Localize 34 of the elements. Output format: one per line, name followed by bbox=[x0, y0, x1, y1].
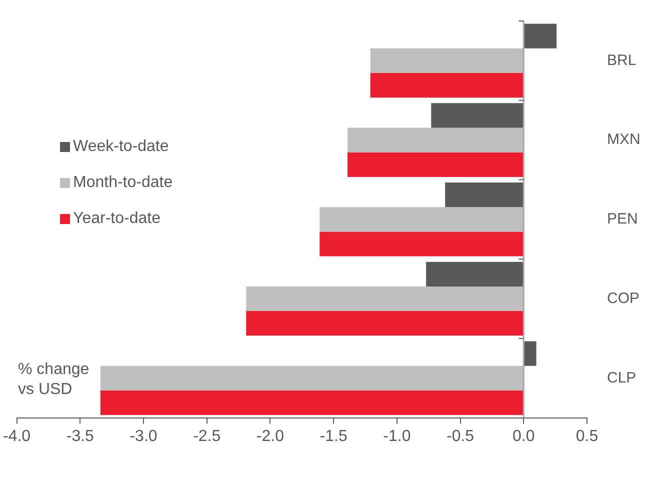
y-tick-label: COP bbox=[607, 290, 640, 307]
x-tick-label: -2.0 bbox=[256, 428, 284, 445]
x-tick-label: -1.0 bbox=[383, 428, 411, 445]
y-tick-label: BRL bbox=[607, 52, 636, 69]
x-tick-label: -0.5 bbox=[446, 428, 474, 445]
legend-label: Year-to-date bbox=[73, 210, 160, 228]
x-axis-title: % change vs USD bbox=[18, 360, 90, 398]
bar bbox=[100, 366, 524, 390]
legend-label: Month-to-date bbox=[73, 174, 173, 192]
bar bbox=[246, 286, 524, 312]
x-tick-label: -3.0 bbox=[130, 428, 158, 445]
bar bbox=[320, 232, 524, 256]
bar bbox=[524, 341, 536, 366]
bar bbox=[348, 152, 524, 177]
bar bbox=[100, 390, 524, 416]
bar bbox=[348, 128, 524, 152]
bar bbox=[370, 72, 524, 98]
x-tick-label: -1.5 bbox=[320, 428, 348, 445]
bar bbox=[445, 182, 524, 208]
bar bbox=[426, 262, 524, 286]
x-tick-label: -3.5 bbox=[66, 428, 94, 445]
bar bbox=[524, 24, 557, 48]
legend-label: Week-to-date bbox=[73, 138, 169, 156]
x-tick-label: 0.5 bbox=[576, 428, 598, 445]
bar bbox=[431, 103, 524, 128]
y-tick-label: MXN bbox=[607, 131, 640, 148]
y-tick-label: PEN bbox=[607, 210, 638, 228]
bar bbox=[370, 48, 524, 73]
x-tick-label: 0.0 bbox=[512, 428, 535, 445]
x-tick-label: -4.0 bbox=[2, 428, 31, 445]
bar bbox=[320, 207, 524, 232]
y-tick-label: CLP bbox=[607, 369, 636, 386]
bar bbox=[246, 311, 524, 336]
x-tick-label: -2.5 bbox=[193, 428, 221, 445]
